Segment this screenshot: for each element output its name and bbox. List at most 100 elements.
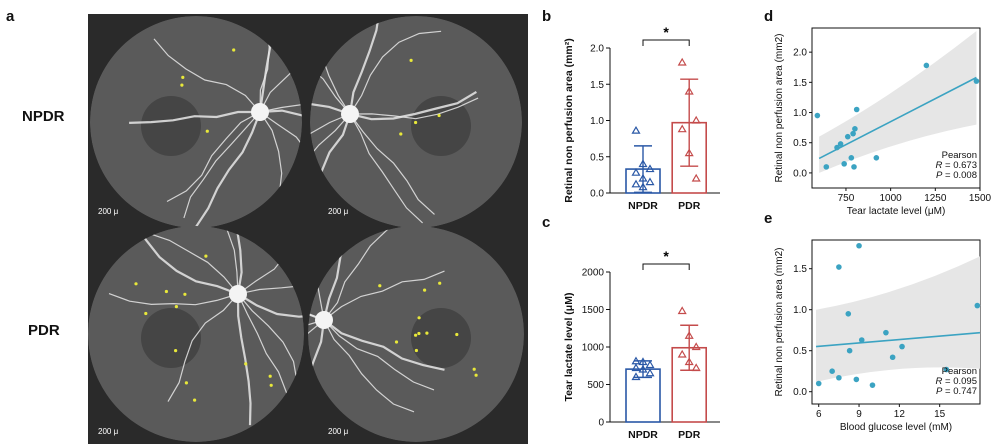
lesion-marker — [438, 281, 442, 285]
vessel — [310, 74, 351, 116]
vessel — [323, 270, 445, 321]
data-point — [844, 133, 851, 140]
lesion-marker — [437, 113, 441, 118]
macula — [141, 96, 201, 156]
data-point — [638, 182, 648, 191]
lesion-marker — [414, 348, 418, 353]
vessel — [133, 226, 239, 296]
vessel — [259, 102, 302, 113]
y-tick-label: 0.5 — [793, 138, 807, 149]
lesion-marker — [394, 340, 399, 344]
scale-bar-label: 200 μ — [98, 207, 119, 216]
lesion-marker — [181, 75, 185, 79]
lesion-marker — [455, 332, 459, 337]
data-point — [631, 125, 641, 134]
x-tick-label: PDR — [678, 429, 701, 441]
fundus-image-4 — [308, 226, 524, 442]
fundus-images: 200 μ 200 μ 200 μ 200 μ — [88, 16, 524, 442]
data-point — [850, 130, 856, 137]
data-point — [848, 155, 855, 161]
panel-b-letter: b — [542, 8, 552, 25]
data-point — [829, 368, 835, 374]
optic-disc — [341, 105, 359, 123]
scale-bar-label: 200 μ — [328, 207, 349, 216]
chart-e: 6 9 12 15 0.0 0.5 1.0 1.5 Blood glucose level (m… — [774, 239, 981, 433]
data-point — [684, 86, 694, 95]
data-point — [923, 62, 930, 69]
lesion-marker — [193, 398, 197, 402]
data-point — [814, 112, 821, 119]
x-axis-title: Tear lactate level (μM) — [847, 206, 946, 217]
chart-b: 0.0 0.5 1.0 1.5 2.0 Retinal non perfusion are… — [563, 24, 720, 212]
confidence-band — [816, 256, 980, 382]
y-tick-label: 0.0 — [793, 168, 807, 179]
panel-a-letter: a — [6, 8, 15, 25]
y-tick-label: 1.0 — [793, 108, 807, 119]
y-axis-title: Retinal non perfusion area (mm2) — [774, 248, 785, 397]
y-tick-label: 1.0 — [590, 116, 604, 127]
significance-star: * — [663, 24, 669, 40]
y-tick-label: 1.5 — [793, 78, 807, 89]
y-tick-label: 1.0 — [793, 305, 807, 316]
data-point — [645, 360, 655, 369]
data-point — [973, 78, 980, 84]
stats-line: P = 0.747 — [936, 386, 977, 397]
data-point — [691, 115, 701, 124]
panel-e-letter: e — [764, 210, 773, 227]
vessel — [349, 30, 442, 115]
vessel — [236, 293, 252, 426]
y-tick-label: 500 — [587, 380, 604, 391]
y-tick-label: 0.0 — [793, 387, 807, 398]
stats-line: Pearson — [942, 150, 977, 161]
regression-line — [818, 76, 977, 160]
significance-bracket — [642, 39, 690, 46]
data-point — [869, 382, 876, 388]
macula — [141, 308, 201, 368]
y-tick-label: 2.0 — [793, 48, 807, 59]
vessel — [249, 16, 272, 113]
vessel — [167, 293, 239, 402]
y-tick-label: 1.5 — [590, 80, 604, 91]
lesion-marker — [268, 374, 272, 378]
vessel — [323, 319, 445, 371]
data-point — [677, 349, 687, 358]
data-point — [631, 363, 641, 372]
x-axis-title: Blood glucose level (mM) — [840, 422, 952, 433]
lesion-marker — [414, 120, 418, 125]
lesion-marker — [417, 331, 421, 336]
data-point — [638, 357, 648, 366]
lesion-marker — [472, 367, 476, 371]
lesion-marker — [184, 381, 188, 385]
lesion-marker — [174, 349, 178, 353]
lesion-marker — [423, 288, 427, 292]
vessel — [259, 111, 302, 212]
vessel — [183, 111, 261, 219]
significance-star: * — [663, 248, 669, 264]
data-point — [691, 342, 701, 351]
optic-disc — [229, 285, 247, 303]
y-tick-label: 1.5 — [793, 264, 807, 275]
vessel — [323, 226, 403, 321]
data-point — [845, 311, 852, 317]
vessel — [349, 113, 424, 224]
y-tick-label: 1500 — [582, 305, 605, 316]
panel-c-letter: c — [542, 214, 551, 231]
data-point — [631, 168, 641, 176]
x-tick-label: 1250 — [924, 193, 947, 204]
data-point — [823, 164, 830, 170]
y-axis-title: Retinal non perfusion area (mm2) — [774, 34, 785, 183]
y-axis-title: Tear lactate level (μM) — [563, 293, 575, 402]
lesion-marker — [417, 316, 421, 320]
data-point — [638, 159, 648, 168]
y-tick-label: 2.0 — [590, 44, 604, 55]
vessel — [349, 90, 477, 121]
vessel — [195, 111, 262, 228]
data-point — [899, 343, 905, 350]
data-point — [974, 302, 981, 309]
data-point — [837, 141, 844, 147]
lesion-marker — [164, 289, 168, 294]
x-tick-label: 6 — [816, 409, 822, 420]
data-point — [834, 144, 840, 151]
data-point — [645, 164, 655, 173]
vessel — [166, 111, 261, 203]
